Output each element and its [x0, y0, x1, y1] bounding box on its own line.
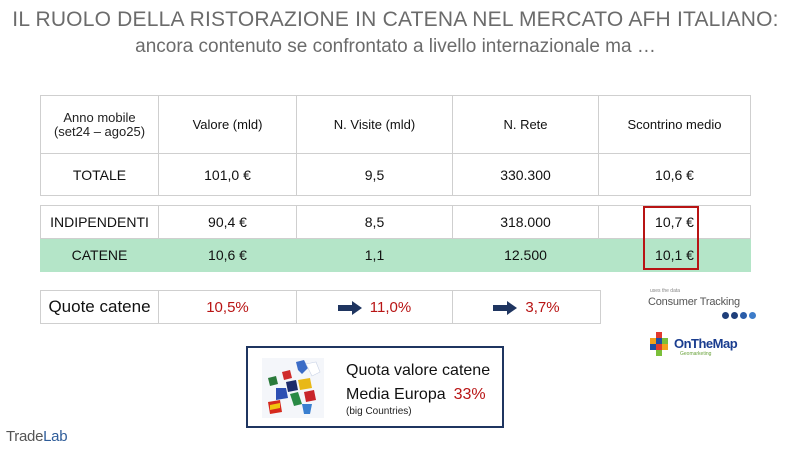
tradelab-text-b: Lab: [43, 428, 68, 445]
table-row: INDIPENDENTI 90,4 € 8,5 318.000 10,7 €: [40, 205, 751, 239]
catene-rete: 12.500: [452, 238, 599, 272]
total-visite: 9,5: [296, 153, 453, 196]
quote-visite: 11,0%: [369, 298, 412, 316]
quote-valore: 10,5%: [158, 290, 297, 324]
onthemap-mosaic-icon: [650, 332, 668, 356]
logo-dot: [749, 312, 756, 319]
total-label: TOTALE: [40, 153, 159, 196]
quote-table: Quote catene 10,5% 11,0% 3,7%: [40, 290, 601, 324]
quote-row: Quote catene 10,5% 11,0% 3,7%: [40, 290, 601, 324]
logo-dot: [740, 312, 747, 319]
header-scontrino: Scontrino medio: [598, 95, 751, 154]
europe-share-box: Quota valore catene Media Europa 33% (big…: [246, 346, 504, 428]
right-arrow-icon: [493, 300, 518, 315]
logo-dot: [731, 312, 738, 319]
tradelab-logo: TradeLab: [6, 428, 68, 445]
summary-header-row: Anno mobile (set24 – ago25) Valore (mld)…: [40, 95, 751, 154]
europe-percent: 33%: [453, 386, 486, 403]
quote-label: Quote catene: [40, 290, 159, 324]
slide-subtitle: ancora contenuto se confrontato a livell…: [135, 36, 656, 57]
header-rete: N. Rete: [452, 95, 599, 154]
summary-table: Anno mobile (set24 – ago25) Valore (mld)…: [40, 95, 751, 196]
europe-line2-wrap: Media Europa 33%: [346, 386, 486, 404]
europe-line3: (big Countries): [346, 406, 412, 417]
europe-flags-map-icon: [262, 358, 324, 418]
europe-line1: Quota valore catene: [346, 362, 491, 379]
indipendenti-visite: 8,5: [296, 205, 453, 239]
onthemap-subtext: Geomarketing: [680, 351, 712, 357]
quote-rete-cell: 3,7%: [452, 290, 601, 324]
catene-scontrino: 10,1 €: [598, 238, 751, 272]
indipendenti-scontrino: 10,7 €: [598, 205, 751, 239]
consumer-tracking-logo: uses the data Consumer Tracking: [644, 288, 764, 324]
indipendenti-valore: 90,4 €: [158, 205, 297, 239]
catene-valore: 10,6 €: [158, 238, 297, 272]
quote-visite-cell: 11,0%: [296, 290, 453, 324]
split-table: INDIPENDENTI 90,4 € 8,5 318.000 10,7 € C…: [40, 205, 751, 272]
total-valore: 101,0 €: [158, 153, 297, 196]
total-row: TOTALE 101,0 € 9,5 330.300 10,6 €: [40, 153, 751, 196]
onthemap-text: OnTheMap: [674, 336, 738, 351]
catene-visite: 1,1: [296, 238, 453, 272]
period-range: (set24 – ago25): [53, 123, 146, 139]
total-scontrino: 10,6 €: [598, 153, 751, 196]
row-label-indipendenti: INDIPENDENTI: [40, 205, 159, 239]
period-label: Anno mobile: [63, 109, 136, 125]
onthemap-logo: OnTheMap Geomarketing: [648, 332, 748, 360]
period-cell: Anno mobile (set24 – ago25): [40, 95, 159, 154]
header-valore: Valore (mld): [158, 95, 297, 154]
table-row-highlighted: CATENE 10,6 € 1,1 12.500 10,1 €: [40, 238, 751, 272]
quote-rete: 3,7%: [525, 298, 560, 316]
consumer-tracking-tagline: uses the data: [650, 288, 681, 294]
indipendenti-rete: 318.000: [452, 205, 599, 239]
row-label-catene: CATENE: [40, 238, 159, 272]
tradelab-text-a: Trade: [6, 428, 44, 445]
slide-title: IL RUOLO DELLA RISTORAZIONE IN CATENA NE…: [12, 8, 779, 31]
scontrino-highlight-box: [643, 206, 699, 270]
consumer-tracking-text: Consumer Tracking: [648, 296, 740, 308]
total-rete: 330.300: [452, 153, 599, 196]
header-visite: N. Visite (mld): [296, 95, 453, 154]
logo-dot: [722, 312, 729, 319]
right-arrow-icon: [337, 300, 362, 315]
europe-line2: Media Europa: [346, 386, 446, 403]
